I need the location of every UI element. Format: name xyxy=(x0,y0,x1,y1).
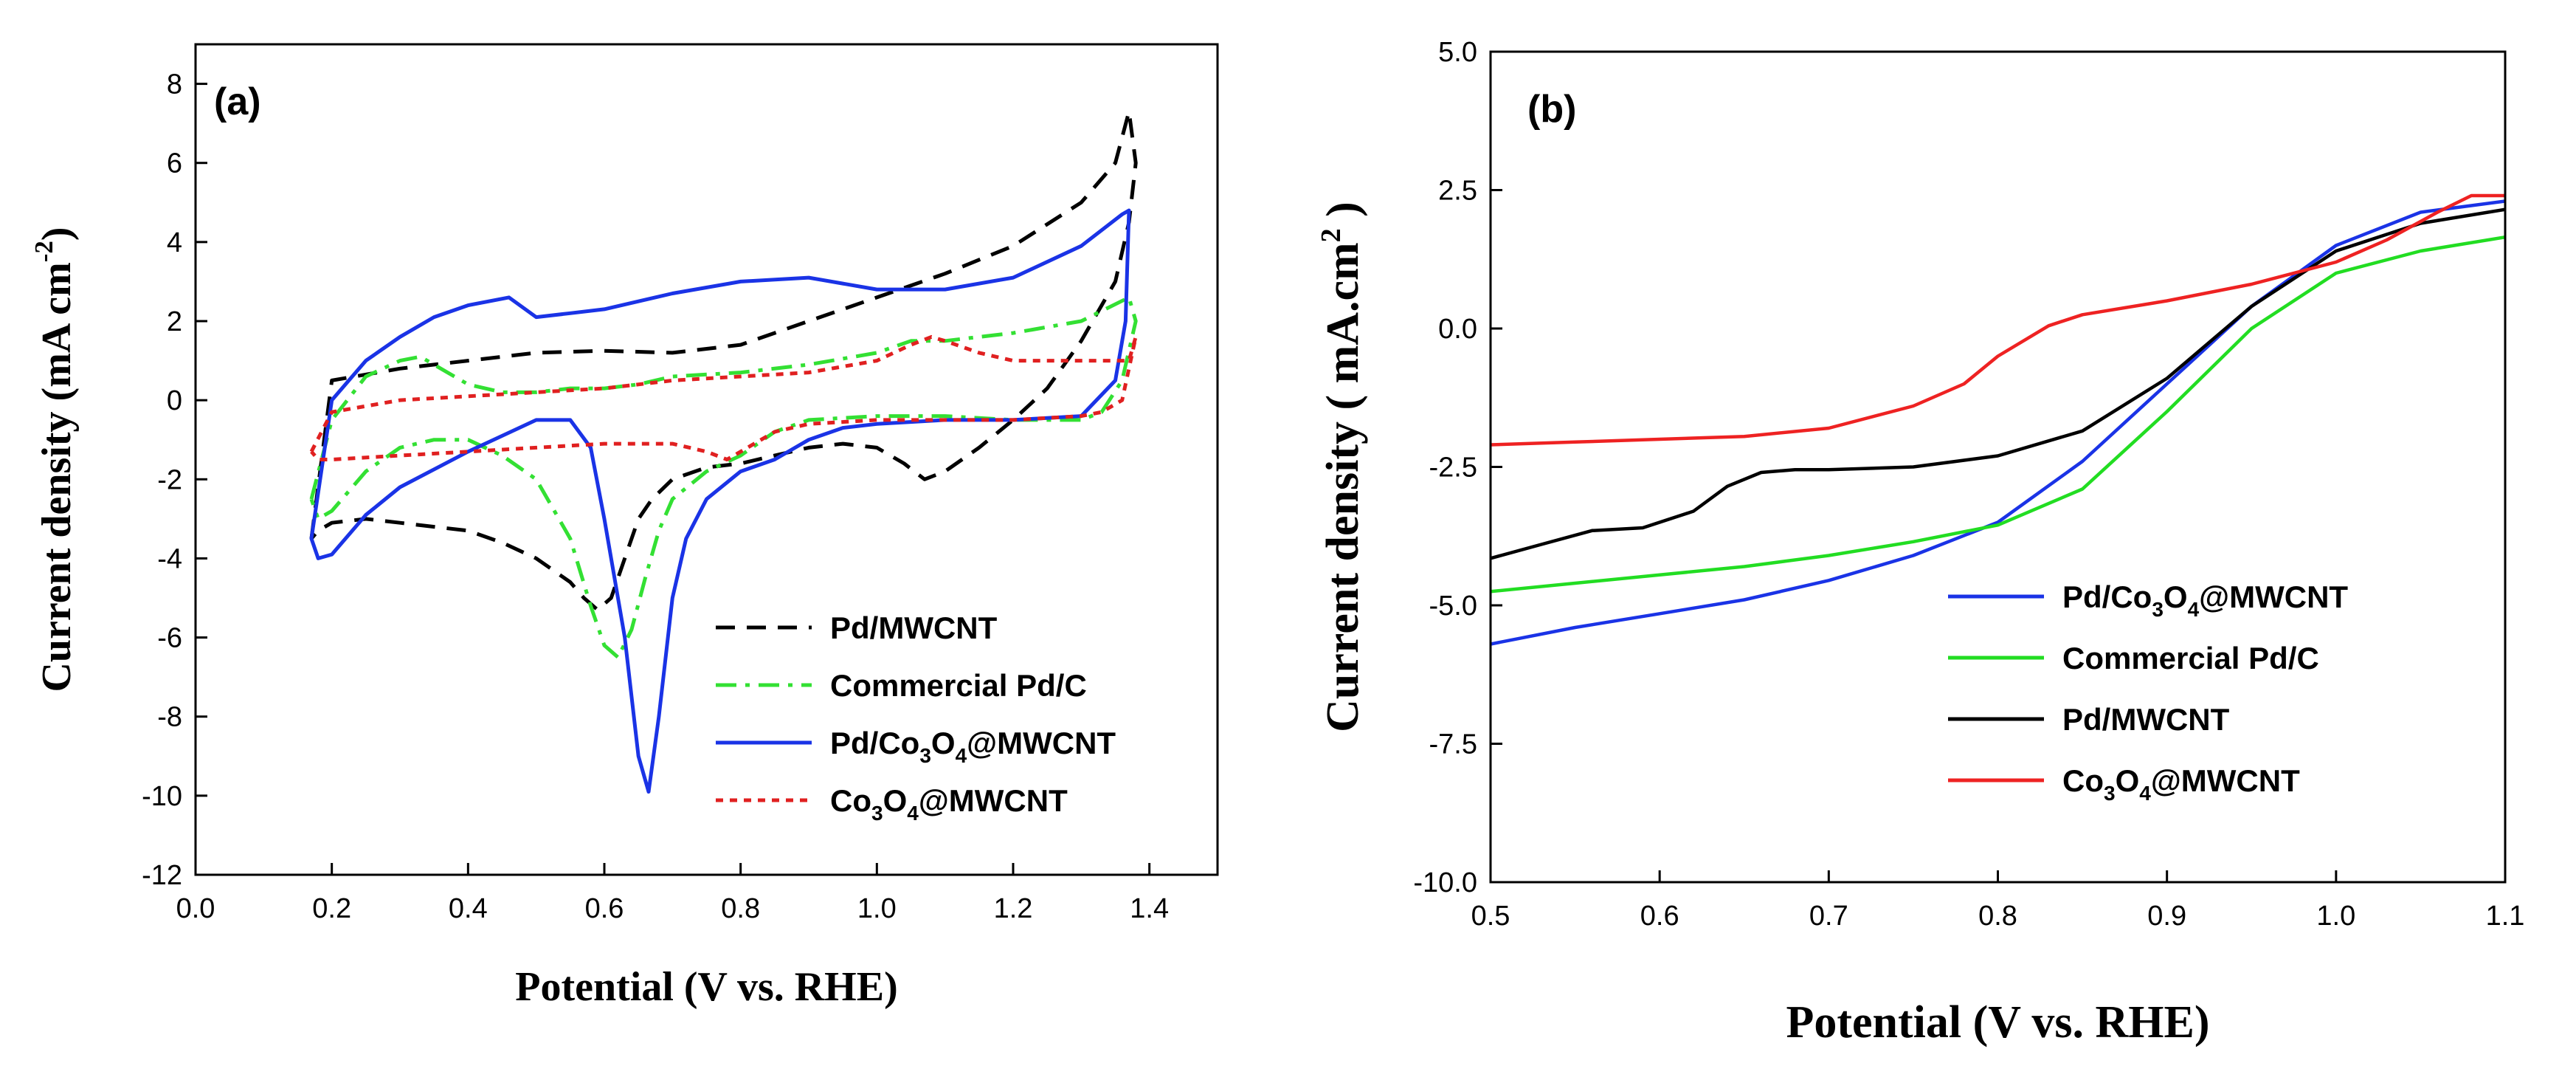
series-line-pd-co3o4-mwcnt xyxy=(1491,199,2505,646)
legend-label: Pd/Co3O4@MWCNT xyxy=(2062,579,2348,621)
legend-label-part: @MWCNT xyxy=(967,726,1116,760)
series-line-commercial-pd-c xyxy=(309,295,1138,659)
x-tick-label: 0.8 xyxy=(1978,901,2017,932)
series-line-pd-mwcnt xyxy=(309,109,1138,612)
panel-label: (a) xyxy=(214,80,261,123)
legend-label-part: @MWCNT xyxy=(2151,763,2300,798)
y-axis-title-main: Current density ( mA.cm xyxy=(1318,242,1368,732)
x-tick-label: 0.8 xyxy=(721,893,760,924)
y-tick-label: -10.0 xyxy=(1413,867,1477,898)
series-line-co3o4-mwcnt xyxy=(1491,193,2505,447)
chart-panel-b: 0.5 0.6 0.7 0.8 0.9 1.0 1.1 5.0 2.5 0.0 -2.5 -5.0 -7… xyxy=(1316,37,2524,1048)
chart-panel-a: 0.0 0.2 0.4 0.6 0.8 1.0 1.2 1.4 8 6 4 2 0 -2 -4 -6 -8 -10… xyxy=(30,43,1219,1010)
x-tick-label: 0.6 xyxy=(585,893,624,924)
y-axis-title: Current density (mA cm-2) xyxy=(30,227,80,692)
x-tick-label: 0.2 xyxy=(312,893,351,924)
plot-frame xyxy=(1489,50,2507,884)
x-tick-label: 0.7 xyxy=(1809,901,1848,932)
x-tick-label: 0.9 xyxy=(2147,901,2186,932)
legend-label-subscript: 4 xyxy=(2188,598,2200,621)
legend-label-subscript: 4 xyxy=(956,744,967,767)
legend-label: Pd/Co3O4@MWCNT xyxy=(830,726,1116,767)
x-axis-title: Potential (V vs. RHE) xyxy=(515,964,898,1010)
legend-label-subscript: 3 xyxy=(919,744,931,767)
x-tick-label: 0.6 xyxy=(1640,901,1679,932)
legend-label-part: @MWCNT xyxy=(2199,579,2348,614)
legend-label-part: O xyxy=(2116,763,2140,798)
legend-label-part: Pd/MWCNT xyxy=(2062,702,2230,737)
series-line-co3o4-mwcnt xyxy=(309,334,1138,461)
x-axis-title: Potential (V vs. RHE) xyxy=(1786,997,2209,1048)
legend-label-part: O xyxy=(883,783,908,818)
y-tick-label: 0 xyxy=(167,385,182,416)
legend-label-part: @MWCNT xyxy=(919,783,1068,818)
legend-label-subscript: 3 xyxy=(2152,598,2164,621)
y-tick-label: -4 xyxy=(157,543,182,574)
y-axis-title-close: ) xyxy=(34,227,80,241)
x-tick-label: 1.4 xyxy=(1130,893,1169,924)
panel-label: (b) xyxy=(1527,88,1576,131)
y-axis-title-main: Current density (mA cm xyxy=(34,262,80,692)
x-tick-label: 1.0 xyxy=(2316,901,2355,932)
legend-label-subscript: 3 xyxy=(871,802,883,825)
legend-label-part: O xyxy=(2164,579,2188,614)
x-tick-label: 1.0 xyxy=(857,893,897,924)
y-tick-label: 2 xyxy=(167,306,182,337)
x-tick-label: 0.4 xyxy=(449,893,488,924)
series-line-pd-mwcnt xyxy=(1491,207,2505,560)
y-tick-label: -8 xyxy=(157,702,182,733)
x-tick-label: 0.0 xyxy=(176,893,215,924)
y-tick-label: -12 xyxy=(142,860,182,891)
legend-label-subscript: 3 xyxy=(2104,782,2116,805)
y-tick-label: -2 xyxy=(157,464,182,495)
legend-label: Commercial Pd/C xyxy=(830,668,1087,703)
legend-label: Co3O4@MWCNT xyxy=(830,783,1068,825)
x-tick-label: 0.5 xyxy=(1471,901,1510,932)
y-tick-label: 2.5 xyxy=(1438,176,1477,207)
legend-label-part: Pd/MWCNT xyxy=(830,610,998,645)
legend-label-subscript: 4 xyxy=(2139,782,2151,805)
legend-label: Pd/MWCNT xyxy=(830,610,998,645)
y-axis-title-sup: 2 xyxy=(1316,228,1347,242)
legend-label: Co3O4@MWCNT xyxy=(2062,763,2300,805)
y-tick-label: 8 xyxy=(167,69,182,100)
legend-label-part: Commercial Pd/C xyxy=(830,668,1087,703)
legend-label-part: Co xyxy=(830,783,871,818)
legend-label-part: Commercial Pd/C xyxy=(2062,641,2319,675)
y-tick-label: -6 xyxy=(157,623,182,654)
y-axis-title-sup: -2 xyxy=(30,241,58,262)
y-tick-label: -5.0 xyxy=(1429,591,1477,622)
plot-frame xyxy=(194,43,1219,876)
y-tick-label: -7.5 xyxy=(1429,729,1477,760)
legend-label: Commercial Pd/C xyxy=(2062,641,2319,675)
legend-label-part: Pd/Co xyxy=(2062,579,2152,614)
series-line-commercial-pd-c xyxy=(1491,235,2505,594)
y-axis-title: Current density ( mA.cm2 ) xyxy=(1316,202,1368,732)
y-tick-label: -2.5 xyxy=(1429,453,1477,484)
series-line-pd-co3o4-mwcnt xyxy=(309,208,1131,794)
legend-label-subscript: 4 xyxy=(907,802,919,825)
y-tick-label: 4 xyxy=(167,227,182,258)
x-tick-label: 1.1 xyxy=(2486,901,2525,932)
legend-label: Pd/MWCNT xyxy=(2062,702,2230,737)
y-axis-title-close: ) xyxy=(1318,202,1368,228)
y-tick-label: 0.0 xyxy=(1438,314,1477,345)
y-tick-label: 5.0 xyxy=(1438,37,1477,68)
legend-label-part: O xyxy=(931,726,956,760)
y-tick-label: 6 xyxy=(167,148,182,179)
legend-label-part: Co xyxy=(2062,763,2104,798)
legend-label-part: Pd/Co xyxy=(830,726,919,760)
y-tick-label: -10 xyxy=(142,781,182,812)
x-tick-label: 1.2 xyxy=(994,893,1033,924)
